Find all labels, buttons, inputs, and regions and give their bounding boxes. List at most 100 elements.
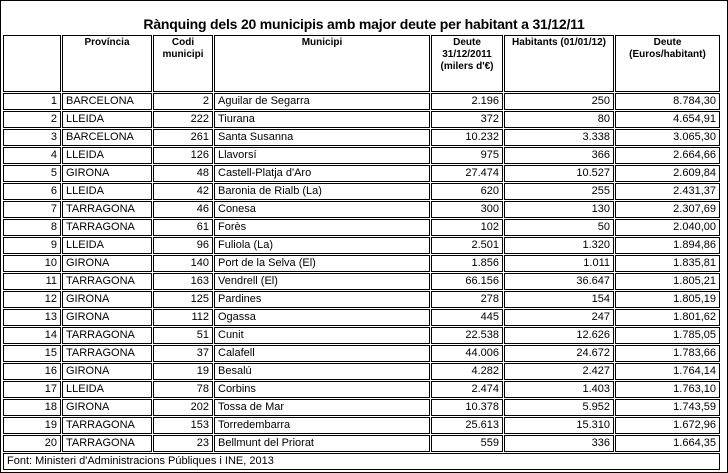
table-cell: Besalú — [214, 363, 430, 380]
table-cell: 2.431,37 — [615, 183, 720, 200]
table-cell: Corbins — [214, 381, 430, 398]
table-cell: GIRONA — [62, 165, 152, 182]
table-cell: 2.427 — [504, 363, 614, 380]
table-row: 4 LLEIDA 126 Llavorsí 975 366 2.664,66 — [3, 147, 720, 164]
table-row: 20 TARRAGONA 23 Bellmunt del Priorat 559 336 1… — [3, 435, 720, 452]
table-cell: 261 — [153, 129, 213, 146]
table-cell: 125 — [153, 291, 213, 308]
table-cell: 25.613 — [431, 417, 503, 434]
header-cell-0 — [3, 35, 61, 92]
table-cell: LLEIDA — [62, 183, 152, 200]
table-cell: 222 — [153, 111, 213, 128]
table-row: 9 LLEIDA 96 Fuliola (La) 2.501 1.320 1.894,86 — [3, 237, 720, 254]
table-cell: LLEIDA — [62, 111, 152, 128]
table-cell: 44.006 — [431, 345, 503, 362]
header-cell-1: Província — [62, 35, 152, 92]
table-cell: 445 — [431, 309, 503, 326]
table-cell: 14 — [3, 327, 61, 344]
table-cell: Aguilar de Segarra — [214, 93, 430, 110]
table-row: 17 LLEIDA 78 Corbins 2.474 1.403 1.763,10 — [3, 381, 720, 398]
table-cell: Cunit — [214, 327, 430, 344]
table-cell: 1.743,59 — [615, 399, 720, 416]
table-cell: Tiurana — [214, 111, 430, 128]
table-cell: 10.527 — [504, 165, 614, 182]
table-cell: 66.156 — [431, 273, 503, 290]
table-cell: 126 — [153, 147, 213, 164]
table-cell: 1.664,35 — [615, 435, 720, 452]
table-cell: 11 — [3, 273, 61, 290]
table-cell: 1.764,14 — [615, 363, 720, 380]
table-cell: 112 — [153, 309, 213, 326]
table-cell: 18 — [3, 399, 61, 416]
table-cell: Vendrell (El) — [214, 273, 430, 290]
table-cell: 8.784,30 — [615, 93, 720, 110]
table-cell: GIRONA — [62, 291, 152, 308]
table-cell: 336 — [504, 435, 614, 452]
table-cell: 1.320 — [504, 237, 614, 254]
table-cell: 300 — [431, 201, 503, 218]
header-row: Província Codi municipi Municipi Deute 31/1… — [3, 35, 720, 92]
table-cell: 140 — [153, 255, 213, 272]
table-cell: 22.538 — [431, 327, 503, 344]
table-cell: Ogassa — [214, 309, 430, 326]
table-cell: 46 — [153, 201, 213, 218]
table-row: 7 TARRAGONA 46 Conesa 300 130 2.307,69 — [3, 201, 720, 218]
table-cell: 2 — [153, 93, 213, 110]
table-cell: 255 — [504, 183, 614, 200]
table-cell: 5.952 — [504, 399, 614, 416]
table-cell: 4.282 — [431, 363, 503, 380]
table-cell: 247 — [504, 309, 614, 326]
table-cell: 42 — [153, 183, 213, 200]
table-row: 11 TARRAGONA 163 Vendrell (El) 66.156 36.647 1… — [3, 273, 720, 290]
table-cell: 1 — [3, 93, 61, 110]
table-row: 2 LLEIDA 222 Tiurana 372 80 4.654,91 — [3, 111, 720, 128]
table-row: 14 TARRAGONA 51 Cunit 22.538 12.626 1.785,05 — [3, 327, 720, 344]
table-row: 10 GIRONA 140 Port de la Selva (El) 1.856 1.0… — [3, 255, 720, 272]
table-row: 13 GIRONA 112 Ogassa 445 247 1.801,62 — [3, 309, 720, 326]
table-cell: 78 — [153, 381, 213, 398]
table-cell: 2.501 — [431, 237, 503, 254]
table-cell: 7 — [3, 201, 61, 218]
table-cell: GIRONA — [62, 309, 152, 326]
table-cell: 3.065,30 — [615, 129, 720, 146]
table-cell: Tossa de Mar — [214, 399, 430, 416]
table-cell: 13 — [3, 309, 61, 326]
table-cell: Calafell — [214, 345, 430, 362]
table-cell: Baronia de Rialb (La) — [214, 183, 430, 200]
table-cell: Conesa — [214, 201, 430, 218]
table-row: 6 LLEIDA 42 Baronia de Rialb (La) 620 255 2.43… — [3, 183, 720, 200]
header-cell-3: Municipi — [214, 35, 430, 92]
table-row: 16 GIRONA 19 Besalú 4.282 2.427 1.764,14 — [3, 363, 720, 380]
table-row: 3 BARCELONA 261 Santa Susanna 10.232 3.338 3.0… — [3, 129, 720, 146]
table-cell: TARRAGONA — [62, 219, 152, 236]
table-cell: 250 — [504, 93, 614, 110]
table-cell: 1.835,81 — [615, 255, 720, 272]
table-cell: 16 — [3, 363, 61, 380]
table-cell: 51 — [153, 327, 213, 344]
table-row: 19 TARRAGONA 153 Torredembarra 25.613 15.310 1… — [3, 417, 720, 434]
table-row: 5 GIRONA 48 Castell-Platja d'Aro 27.474 10.52… — [3, 165, 720, 182]
table-cell: 48 — [153, 165, 213, 182]
ranking-table: Província Codi municipi Municipi Deute 31/1… — [2, 34, 721, 471]
table-cell: 975 — [431, 147, 503, 164]
table-title: Rànquing dels 20 municipis amb major deu… — [143, 16, 585, 32]
table-cell: TARRAGONA — [62, 273, 152, 290]
table-cell: 27.474 — [431, 165, 503, 182]
table-cell: 163 — [153, 273, 213, 290]
table-cell: Pardines — [214, 291, 430, 308]
table-cell: Torredembarra — [214, 417, 430, 434]
table-cell: 15.310 — [504, 417, 614, 434]
table-cell: 17 — [3, 381, 61, 398]
table-cell: 23 — [153, 435, 213, 452]
table-cell: Forès — [214, 219, 430, 236]
table-cell: 19 — [153, 363, 213, 380]
footer-row: Font: Ministeri d'Administracions Públiq… — [3, 453, 720, 470]
table-cell: 153 — [153, 417, 213, 434]
table-cell: TARRAGONA — [62, 435, 152, 452]
table-cell: 2 — [3, 111, 61, 128]
table-cell: 9 — [3, 237, 61, 254]
table-cell: 8 — [3, 219, 61, 236]
table-cell: 1.011 — [504, 255, 614, 272]
table-cell: Santa Susanna — [214, 129, 430, 146]
table-cell: 1.856 — [431, 255, 503, 272]
